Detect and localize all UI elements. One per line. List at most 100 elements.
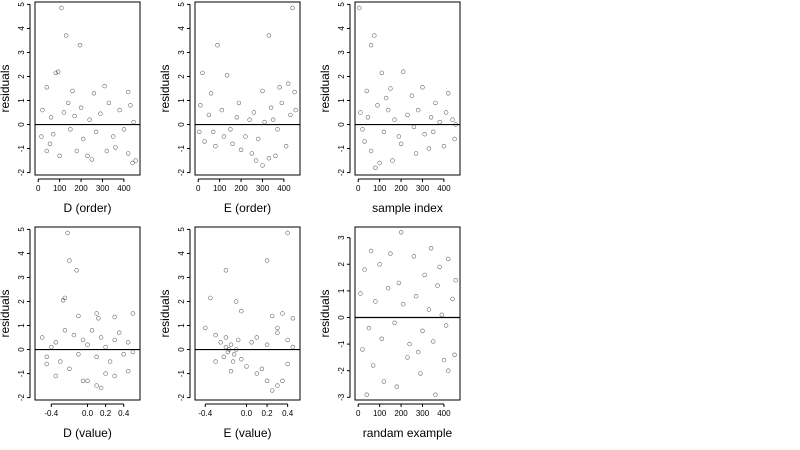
x-tick-label: 400 <box>437 184 451 193</box>
data-point <box>260 88 265 94</box>
data-point <box>446 256 451 262</box>
data-point <box>292 89 297 95</box>
data-point <box>264 258 270 263</box>
data-point <box>416 107 421 113</box>
data-point <box>381 129 387 135</box>
data-point <box>280 378 285 383</box>
data-point <box>286 81 291 86</box>
data-point <box>275 383 280 388</box>
data-point <box>239 308 244 314</box>
data-point <box>208 295 213 301</box>
data-point <box>435 283 440 288</box>
data-point <box>44 85 49 90</box>
data-point <box>358 291 363 296</box>
data-point <box>94 354 99 359</box>
x-axis-label: randam example <box>363 426 453 440</box>
data-point <box>422 272 427 278</box>
x-tick-label: 100 <box>213 184 227 193</box>
data-point <box>268 105 274 110</box>
x-tick-label: 0.2 <box>261 409 273 418</box>
plot-frame <box>354 1 461 176</box>
data-point <box>130 311 136 316</box>
data-point <box>368 148 374 154</box>
data-point <box>234 115 240 120</box>
data-point <box>121 127 127 132</box>
data-point <box>386 107 391 113</box>
y-tick-label: -1 <box>17 369 26 377</box>
data-point <box>106 100 112 106</box>
data-point <box>117 107 122 113</box>
data-point <box>443 323 449 328</box>
data-point <box>264 378 270 383</box>
y-axis-label: residuals <box>158 289 172 337</box>
x-tick-label: 200 <box>394 409 408 418</box>
plot-frame <box>34 226 141 401</box>
data-point <box>452 136 457 142</box>
y-tick-label: -1 <box>177 369 186 377</box>
data-point <box>77 42 83 48</box>
data-point <box>368 248 374 254</box>
data-point <box>40 107 45 113</box>
data-point <box>362 267 367 272</box>
data-point <box>228 342 234 347</box>
data-point <box>441 357 447 363</box>
data-point <box>259 366 265 371</box>
y-tick-label: 2 <box>17 299 26 304</box>
data-point <box>218 340 223 345</box>
data-point <box>234 347 239 352</box>
data-point <box>266 33 272 38</box>
data-point <box>407 341 412 347</box>
data-point <box>112 373 117 379</box>
x-tick-label: -0.4 <box>44 409 58 418</box>
data-point <box>396 134 402 139</box>
data-point <box>208 91 214 96</box>
data-point <box>78 105 84 110</box>
data-point <box>277 85 282 90</box>
data-point <box>68 127 73 132</box>
x-tick-label: 400 <box>117 184 131 193</box>
data-point <box>85 342 90 347</box>
data-point <box>244 364 249 369</box>
y-axis-label: residuals <box>0 64 12 112</box>
data-point <box>405 355 410 360</box>
data-point <box>377 262 382 267</box>
data-point <box>243 134 248 139</box>
data-point <box>251 110 257 115</box>
y-axis-label: residuals <box>0 289 12 337</box>
x-tick-label: 0 <box>356 409 361 418</box>
y-tick-label: 4 <box>177 251 186 256</box>
x-tick-label: 300 <box>416 409 430 418</box>
x-tick-label: 100 <box>373 409 387 418</box>
data-point <box>396 280 402 286</box>
data-point <box>381 379 387 384</box>
data-point <box>80 378 86 383</box>
data-point <box>202 139 207 144</box>
data-point <box>437 119 442 125</box>
data-point <box>39 335 45 340</box>
data-point <box>121 352 126 357</box>
data-point <box>373 299 378 304</box>
plot-frame <box>34 1 141 176</box>
data-point <box>131 119 136 125</box>
panel-3: -2 -1 0 1 2 3 4 5 0 100 200 300 400 sample index resid… <box>318 1 461 215</box>
data-point <box>65 100 71 106</box>
y-tick-label: 2 <box>177 74 186 79</box>
data-point <box>293 107 298 113</box>
data-point <box>392 117 397 122</box>
data-point <box>398 141 404 147</box>
panel-1: -2 -1 0 1 2 3 4 5 0 100 200 300 400 D (order) residual… <box>0 1 141 215</box>
data-point <box>48 115 54 120</box>
y-tick-label: 5 <box>17 227 26 232</box>
y-tick-label: 2 <box>337 74 346 79</box>
data-point <box>260 163 265 168</box>
data-point <box>57 153 62 159</box>
data-point <box>200 70 205 76</box>
data-point <box>275 330 280 335</box>
data-point <box>215 42 220 48</box>
data-point <box>271 117 276 122</box>
data-point <box>93 129 99 135</box>
y-tick-label: 4 <box>17 251 26 256</box>
data-point <box>290 316 295 321</box>
data-point <box>55 69 61 74</box>
x-tick-label: 400 <box>437 409 451 418</box>
